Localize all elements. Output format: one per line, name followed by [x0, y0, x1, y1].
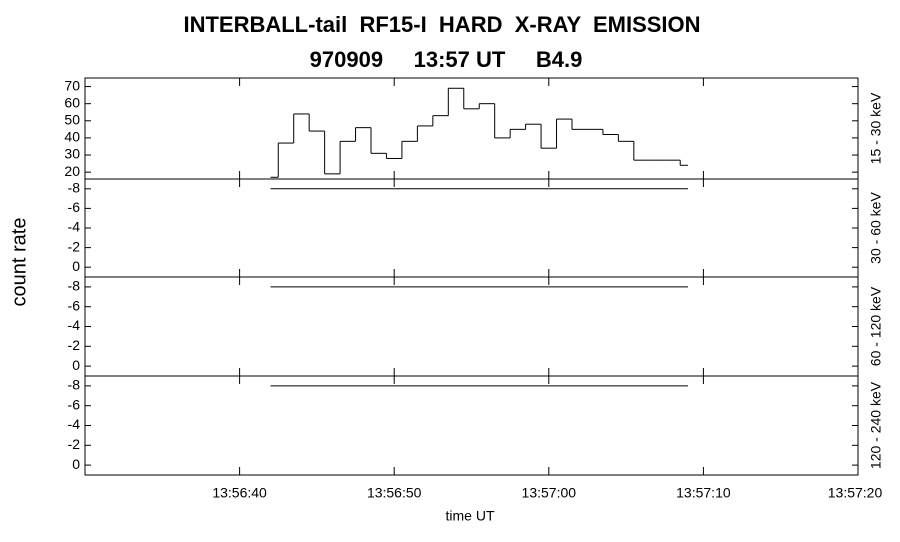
y-tick-label: -6 — [68, 297, 81, 313]
y-tick-label: -8 — [68, 180, 81, 196]
y-tick-label: 50 — [64, 111, 80, 127]
panel-frame — [84, 375, 859, 476]
y-tick-label: -4 — [68, 416, 81, 432]
chart-title: INTERBALL-tail RF15-I HARD X-RAY EMISSIO… — [183, 12, 700, 37]
x-tick-label: 13:56:40 — [212, 485, 267, 501]
y-tick-label: -8 — [68, 377, 81, 393]
x-tick-label: 13:56:50 — [367, 485, 422, 501]
y-tick-label: -4 — [68, 219, 81, 235]
x-axis-label: time UT — [446, 508, 495, 524]
y-tick-label: -8 — [68, 278, 81, 294]
panel-frame — [84, 178, 859, 278]
y-tick-label: -2 — [68, 436, 81, 452]
y-tick-label: -4 — [68, 317, 81, 333]
y-tick-label: 0 — [72, 258, 80, 274]
y-axis-label: count rate — [8, 218, 30, 307]
y-tick-label: 0 — [72, 357, 80, 373]
panel-label: 60 - 120 keV — [868, 286, 884, 366]
y-tick-label: -2 — [68, 238, 81, 254]
panel-frame — [84, 276, 859, 377]
y-tick-label: -2 — [68, 337, 81, 353]
y-tick-label: -6 — [68, 199, 81, 215]
y-tick-label: 0 — [72, 456, 80, 472]
y-tick-label: 20 — [64, 163, 80, 179]
x-tick-label: 13:57:10 — [676, 485, 731, 501]
y-tick-label: 40 — [64, 129, 80, 145]
chart-subtitle: 970909 13:57 UT B4.9 — [310, 47, 583, 72]
panel-label: 120 - 240 keV — [868, 381, 884, 469]
x-tick-label: 13:57:20 — [828, 485, 883, 501]
y-tick-label: 70 — [64, 77, 80, 93]
y-tick-label: 60 — [64, 94, 80, 110]
y-tick-label: 30 — [64, 146, 80, 162]
y-tick-label: -6 — [68, 396, 81, 412]
panel-frame — [84, 77, 859, 180]
panel-label: 30 - 60 keV — [868, 192, 884, 264]
x-tick-label: 13:57:00 — [522, 485, 577, 501]
panel-label: 15 - 30 keV — [868, 92, 884, 164]
